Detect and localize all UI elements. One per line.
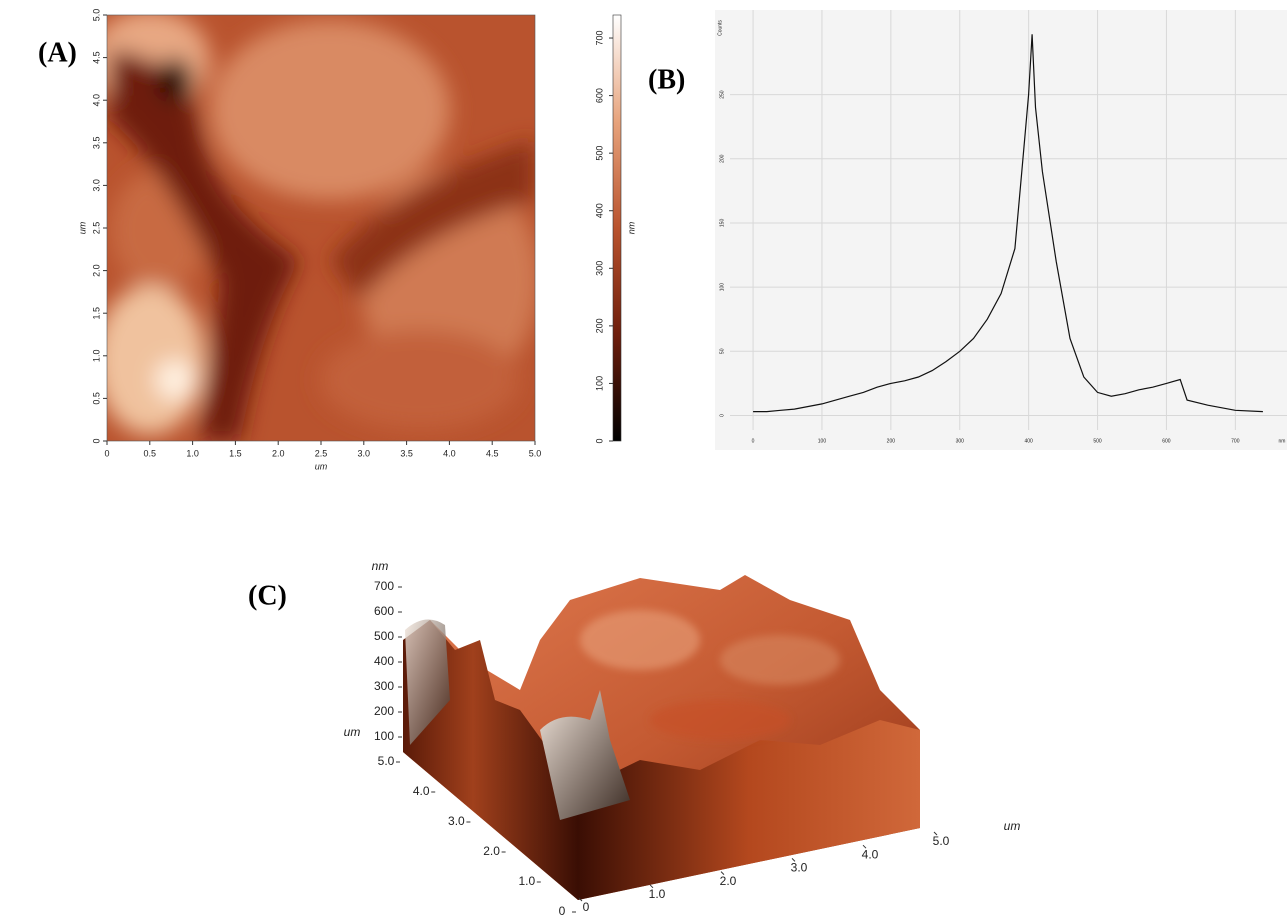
- x-axis-label: um: [315, 461, 328, 471]
- y-tick-label: 200: [719, 154, 725, 163]
- x-tick-label: 2.5: [315, 448, 328, 458]
- x-tick-label: 3.0: [791, 861, 808, 875]
- x-tick-label: 0: [583, 900, 590, 914]
- x-tick-label: 1.0: [649, 887, 666, 901]
- x-tick-label: 1.0: [186, 448, 199, 458]
- y-tick-label: 1.0: [518, 874, 535, 888]
- y-tick-label: 0: [91, 438, 101, 443]
- y-tick-label: 4.0: [413, 784, 430, 798]
- colorbar-tick-label: 200: [594, 318, 604, 333]
- z-tick-label: 200: [374, 704, 394, 718]
- x-tick-label: 400: [1024, 438, 1033, 444]
- y-tick-label: 5.0: [378, 754, 395, 768]
- y-tick-label: 50: [719, 348, 725, 354]
- y-tick-label: 4.0: [91, 94, 101, 107]
- plot-background: [715, 10, 1287, 450]
- z-tick-label: 500: [374, 629, 394, 643]
- colorbar-tick-label: 100: [594, 376, 604, 391]
- x-tick-label: 0.5: [144, 448, 157, 458]
- x-tick-label: 2.0: [720, 874, 737, 888]
- y-tick-label: 3.0: [91, 179, 101, 192]
- panel-label: (C): [248, 580, 287, 611]
- x-tick-label: 700: [1231, 438, 1240, 444]
- y-tick-label: 3.0: [448, 814, 465, 828]
- y-tick-label: 2.5: [91, 222, 101, 235]
- y-tick-label: 1.5: [91, 307, 101, 320]
- z-tick-label: 700: [374, 579, 394, 593]
- y-tick-label: 250: [719, 90, 725, 99]
- y-tick-label: 0: [559, 904, 566, 918]
- colorbar-tick-label: 400: [594, 203, 604, 218]
- colorbar-tick-label: 300: [594, 261, 604, 276]
- y-tick-label: 2.0: [483, 844, 500, 858]
- y-tick-label: 0: [719, 414, 725, 417]
- z-tick-label: 600: [374, 604, 394, 618]
- surface-3d: [403, 575, 920, 900]
- x-tick-label: 5.0: [933, 834, 950, 848]
- y-tick-label: 5.0: [91, 9, 101, 22]
- y-tick-label: 1.0: [91, 350, 101, 363]
- z-axis-label: nm: [372, 559, 389, 573]
- colorbar-tick-label: 600: [594, 88, 604, 103]
- x-tick-label: 500: [1093, 438, 1102, 444]
- x-tick-label: 300: [956, 438, 965, 444]
- x-axis-label: um: [1004, 819, 1021, 833]
- panel-label: (B): [648, 64, 685, 95]
- y-axis-label: Counts: [717, 20, 723, 36]
- y-tick-label: 2.0: [91, 264, 101, 277]
- y-tick-label: 100: [719, 283, 725, 292]
- z-tick-label: 300: [374, 679, 394, 693]
- x-tick-label: 0: [752, 438, 755, 444]
- x-tick-label: 3.0: [358, 448, 371, 458]
- x-tick-label: 0: [104, 448, 109, 458]
- y-tick-label: 3.5: [91, 137, 101, 150]
- colorbar-label: nm: [626, 221, 636, 234]
- x-tick-label: 1.5: [229, 448, 242, 458]
- y-axis-label: um: [77, 221, 87, 234]
- x-tick-label: 5.0: [529, 448, 542, 458]
- x-tick-label: 200: [887, 438, 896, 444]
- colorbar: [613, 15, 621, 441]
- figure: (A) (B) (C) 0 0.5 1.0 1.5 2.0 2.5 3.0 3.5 4.0 4.5…: [0, 0, 1287, 922]
- colorbar-tick-label: 500: [594, 146, 604, 161]
- x-axis-label: nm: [1279, 438, 1286, 444]
- x-tick-label: 4.0: [862, 847, 879, 861]
- x-tick-label: 3.5: [400, 448, 413, 458]
- y-tick-label: 150: [719, 219, 725, 228]
- afm-image: [90, 10, 540, 441]
- panel-label: (A): [38, 37, 77, 68]
- x-tick-label: 4.0: [443, 448, 456, 458]
- colorbar-tick-label: 0: [594, 438, 604, 443]
- y-axis-label: um: [344, 725, 361, 739]
- y-tick-label: 4.5: [91, 51, 101, 64]
- y-tick-label: 0.5: [91, 392, 101, 405]
- x-tick-label: 100: [818, 438, 827, 444]
- z-tick-label: 400: [374, 654, 394, 668]
- z-tick-label: 100: [374, 729, 394, 743]
- x-tick-label: 600: [1162, 438, 1171, 444]
- x-tick-label: 2.0: [272, 448, 285, 458]
- colorbar-tick-label: 700: [594, 31, 604, 46]
- x-tick-label: 4.5: [486, 448, 499, 458]
